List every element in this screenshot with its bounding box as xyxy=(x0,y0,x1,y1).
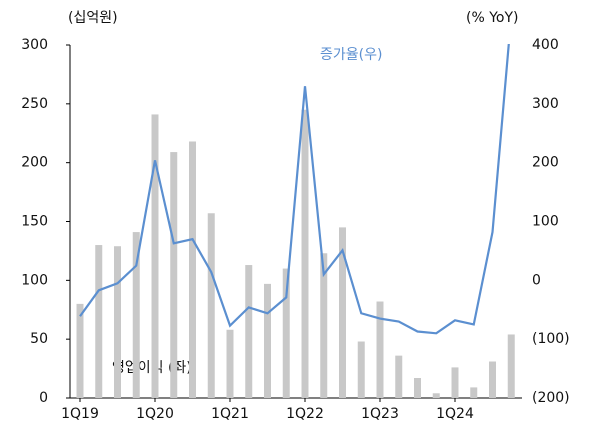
bar xyxy=(376,301,384,398)
y-tick-label: 0 xyxy=(39,390,48,406)
y2-tick-label: 0 xyxy=(532,272,541,288)
y2-tick-label: (100) xyxy=(532,331,570,347)
bar xyxy=(395,355,403,398)
y-tick-label: 150 xyxy=(21,214,48,230)
bar xyxy=(432,393,440,398)
bar xyxy=(76,303,84,398)
x-tick-label: 1Q23 xyxy=(361,406,399,422)
x-tick-label: 1Q19 xyxy=(61,406,99,422)
y-tick-label: 200 xyxy=(21,155,48,171)
bar xyxy=(357,341,365,398)
line xyxy=(79,44,510,335)
bar xyxy=(470,387,478,398)
y2-tick-label: (200) xyxy=(532,390,570,406)
y2-axis-label: (% YoY) xyxy=(466,10,519,26)
x-tick-label: 1Q22 xyxy=(286,406,324,422)
line-label: 증가율(우) xyxy=(320,47,382,63)
y2-tick-label: 200 xyxy=(532,155,559,171)
bar xyxy=(282,268,290,398)
bar xyxy=(189,141,196,398)
bar xyxy=(95,245,103,398)
bar xyxy=(264,283,271,398)
bar xyxy=(151,114,159,398)
bar xyxy=(226,329,234,398)
y2-tick-label: 300 xyxy=(532,96,559,112)
bar xyxy=(451,367,459,398)
y2-tick-label: 400 xyxy=(532,37,559,53)
bar xyxy=(132,232,140,398)
bar xyxy=(207,213,215,398)
bar xyxy=(170,152,178,398)
bar xyxy=(301,109,309,398)
bar xyxy=(507,334,515,398)
y-tick-label: 100 xyxy=(21,272,48,288)
y-tick-label: 250 xyxy=(21,96,48,112)
bar xyxy=(414,377,421,398)
bar xyxy=(489,361,496,398)
bar xyxy=(114,246,121,398)
bar xyxy=(339,227,346,398)
x-tick-label: 1Q20 xyxy=(136,406,174,422)
bar xyxy=(320,253,328,398)
y2-tick-label: 100 xyxy=(532,214,559,230)
x-tick-label: 1Q24 xyxy=(436,406,474,422)
x-tick-label: 1Q21 xyxy=(211,406,249,422)
bar xyxy=(245,265,253,398)
y-axis-label: (십억원) xyxy=(68,10,118,26)
y-tick-label: 300 xyxy=(21,37,48,53)
y-tick-label: 50 xyxy=(30,331,48,347)
